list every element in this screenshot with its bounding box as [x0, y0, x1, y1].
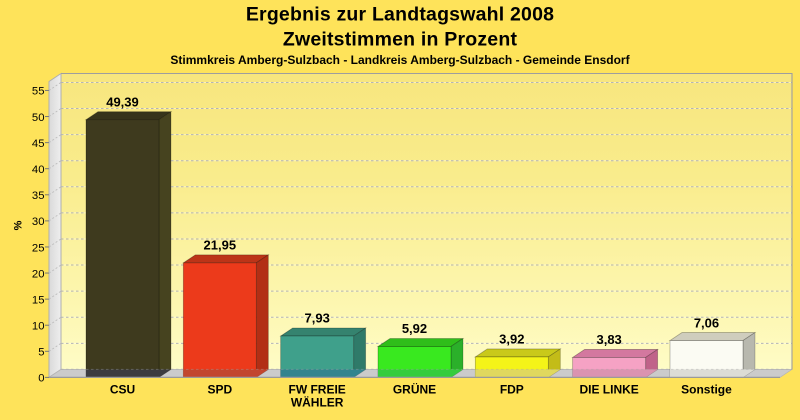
svg-text:Stimmkreis Amberg-Sulzbach - L: Stimmkreis Amberg-Sulzbach - Landkreis A… [170, 53, 630, 67]
svg-text:25: 25 [32, 242, 45, 254]
svg-text:DIE LINKE: DIE LINKE [579, 383, 638, 397]
svg-text:15: 15 [32, 294, 45, 306]
svg-text:5,92: 5,92 [402, 321, 427, 336]
svg-text:21,95: 21,95 [204, 238, 237, 253]
svg-text:0: 0 [38, 373, 44, 385]
svg-text:50: 50 [32, 112, 45, 124]
svg-text:7,93: 7,93 [305, 311, 330, 326]
svg-text:%: % [13, 220, 25, 230]
svg-text:FW FREIE: FW FREIE [288, 383, 345, 397]
svg-text:GRÜNE: GRÜNE [393, 382, 436, 397]
svg-text:WÄHLER: WÄHLER [291, 395, 344, 410]
svg-text:10: 10 [32, 321, 45, 333]
svg-text:30: 30 [32, 216, 45, 228]
svg-text:45: 45 [32, 138, 45, 150]
svg-text:SPD: SPD [207, 383, 232, 397]
svg-text:35: 35 [32, 190, 45, 202]
svg-text:40: 40 [32, 164, 45, 176]
svg-text:FDP: FDP [500, 383, 524, 397]
svg-text:Zweitstimmen in Prozent: Zweitstimmen in Prozent [283, 29, 518, 51]
svg-text:55: 55 [32, 86, 45, 98]
svg-text:7,06: 7,06 [694, 315, 719, 330]
svg-text:49,39: 49,39 [106, 94, 139, 109]
svg-text:CSU: CSU [110, 383, 135, 397]
svg-text:20: 20 [32, 268, 45, 280]
svg-text:Sonstige: Sonstige [681, 383, 732, 397]
svg-text:Ergebnis zur Landtagswahl 2008: Ergebnis zur Landtagswahl 2008 [246, 4, 554, 26]
svg-text:3,92: 3,92 [499, 332, 524, 347]
svg-text:5: 5 [38, 347, 44, 359]
svg-text:3,83: 3,83 [596, 332, 621, 347]
